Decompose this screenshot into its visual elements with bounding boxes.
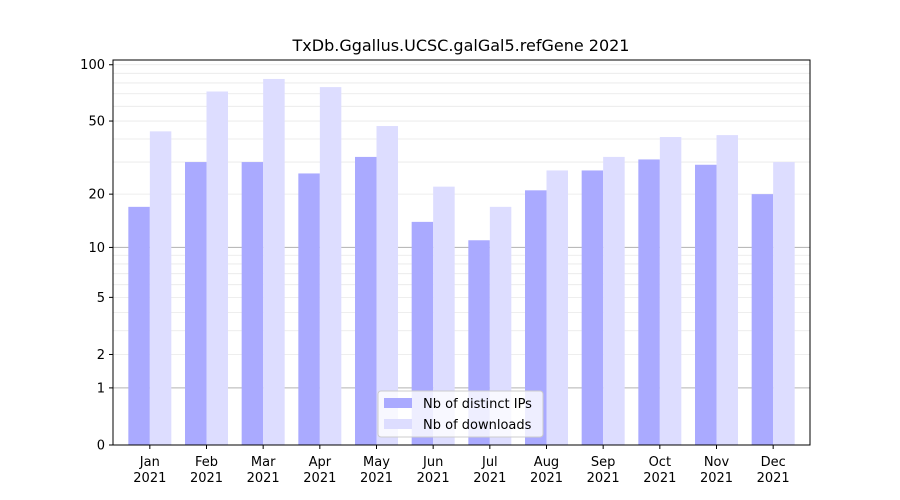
plot-frame	[112, 59, 811, 446]
x-tick-label: Jan 2021	[133, 455, 166, 486]
y-tick-label: 1	[97, 381, 105, 396]
bar-distinct-ips-may	[355, 156, 377, 445]
bar-downloads-oct	[659, 137, 682, 445]
x-tick-label: Jul 2021	[473, 455, 506, 486]
bar-downloads-jun	[433, 186, 455, 445]
y-axis: 0 1 2 5 10 20 50 100	[80, 58, 113, 454]
bar-downloads-nov	[716, 135, 738, 446]
y-tick-label: 0	[97, 439, 105, 454]
bar-distinct-ips-dec	[751, 194, 774, 445]
bar-distinct-ips-mar	[241, 162, 264, 445]
bar-downloads-dec	[773, 162, 795, 445]
x-axis: Jan 2021 Feb 2021 Mar 2021 Apr 2021 May 2021 Jun 20…	[133, 445, 790, 486]
legend-label: Nb of distinct IPs	[423, 397, 532, 412]
y-tick-label: 100	[80, 58, 105, 73]
x-tick-label: Feb 2021	[190, 455, 223, 486]
x-tick-label: Jun 2021	[417, 455, 450, 486]
bar-distinct-ips-jan	[128, 206, 150, 445]
x-tick-label: Dec 2021	[757, 455, 790, 486]
legend-box	[377, 390, 544, 438]
y-tick-label: 10	[88, 241, 105, 256]
bar-distinct-ips-oct	[638, 159, 660, 445]
bar-distinct-ips-apr	[298, 173, 320, 446]
x-tick-label: Sep 2021	[587, 455, 620, 486]
legend-swatch	[384, 398, 412, 408]
bar-distinct-ips-sep	[581, 170, 604, 445]
bars	[128, 78, 795, 446]
bar-downloads-mar	[263, 78, 285, 445]
x-tick-label: Nov 2021	[700, 455, 733, 486]
legend-swatch	[384, 419, 412, 429]
chart-title: TxDb.Ggallus.UCSC.galGal5.refGene 2021	[292, 36, 630, 55]
x-tick-label: May 2021	[360, 455, 393, 486]
x-tick-label: Aug 2021	[530, 455, 563, 486]
bar-downloads-feb	[206, 91, 228, 445]
y-tick-label: 50	[88, 115, 105, 130]
legend-label: Nb of downloads	[423, 418, 532, 433]
bar-distinct-ips-aug	[525, 190, 547, 445]
bar-downloads-jul	[489, 206, 512, 445]
bar-distinct-ips-nov	[695, 164, 717, 445]
x-tick-label: Oct 2021	[643, 455, 676, 486]
x-tick-label: Mar 2021	[247, 455, 280, 486]
y-tick-label: 5	[97, 291, 105, 306]
y-tick-label: 20	[88, 188, 105, 203]
y-tick-label: 2	[97, 348, 105, 363]
bar-distinct-ips-jun	[411, 221, 434, 445]
bar-downloads-may	[376, 126, 398, 445]
grid	[113, 64, 810, 389]
bar-downloads-apr	[319, 87, 342, 446]
bar-downloads-jan	[149, 131, 172, 445]
bar-downloads-aug	[546, 170, 568, 445]
x-tick-label: Apr 2021	[303, 455, 336, 486]
bar-distinct-ips-feb	[185, 162, 207, 445]
legend: Nb of distinct IPs Nb of downloads	[377, 390, 544, 438]
bar-downloads-sep	[603, 156, 625, 445]
